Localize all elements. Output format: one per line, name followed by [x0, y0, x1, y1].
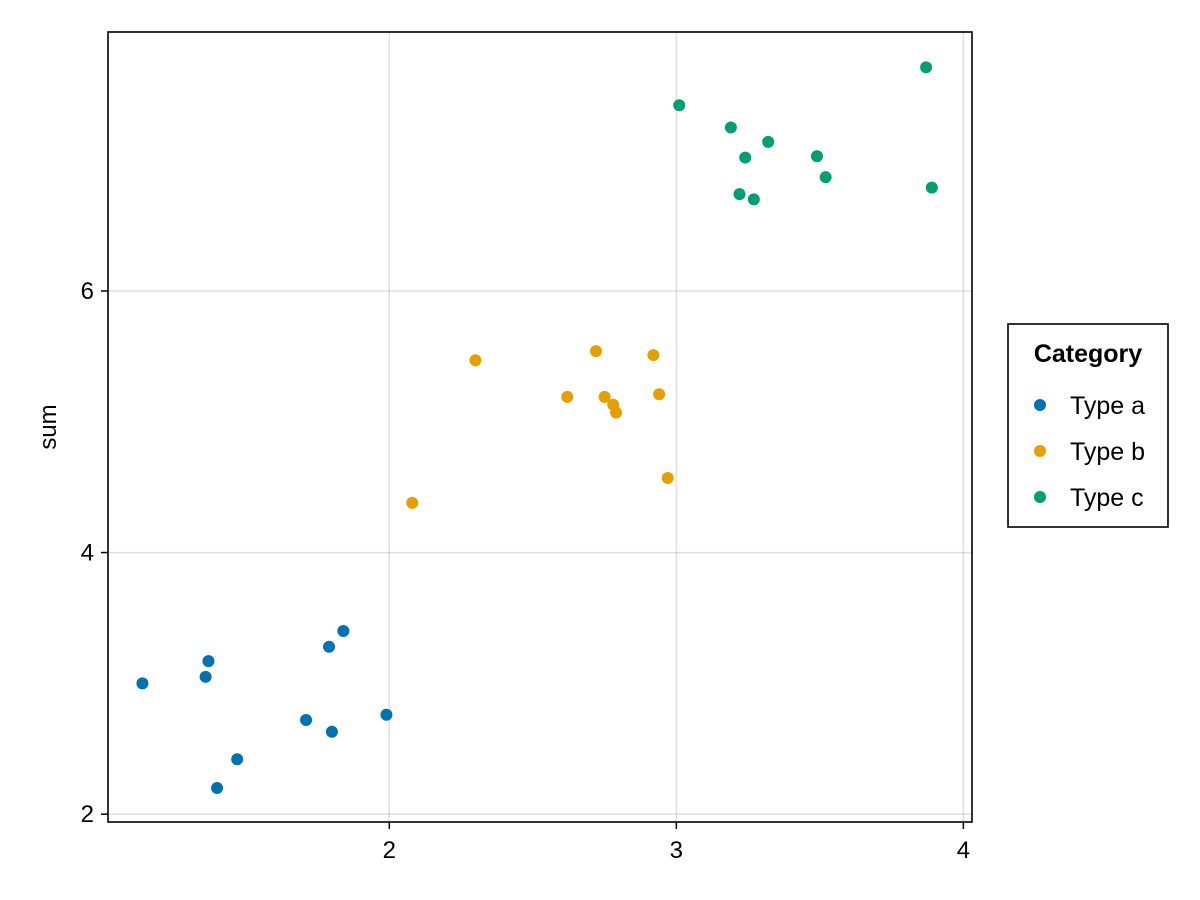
legend-label: Type a: [1070, 392, 1145, 420]
point-type-c: [673, 99, 686, 112]
point-type-b: [589, 345, 602, 358]
axis-ticks: 2 3 4 2 4 6: [81, 278, 970, 864]
legend-marker: [1034, 491, 1046, 503]
y-tick-label: 2: [81, 801, 94, 828]
point-type-a: [325, 725, 338, 738]
point-type-b: [469, 354, 482, 367]
y-tick-label: 6: [81, 278, 94, 305]
point-type-c: [925, 181, 938, 194]
x-tick-label: 2: [383, 837, 396, 864]
legend-box: [1007, 323, 1169, 528]
point-type-a: [199, 670, 212, 683]
plot-frame: [107, 31, 973, 823]
legend-marker: [1034, 399, 1046, 411]
legend-label: Type c: [1070, 484, 1144, 512]
point-type-a: [323, 640, 336, 653]
legend-title: Category: [1034, 340, 1142, 368]
legend-label: Type b: [1070, 438, 1145, 466]
y-axis-label: sum: [35, 404, 62, 449]
point-type-b: [653, 388, 666, 401]
x-tick-label: 3: [670, 837, 683, 864]
point-type-a: [337, 625, 350, 638]
point-type-c: [733, 188, 746, 201]
legend-items: Type a Type b Type c: [1034, 392, 1145, 512]
point-type-b: [610, 406, 623, 419]
point-type-b: [661, 472, 674, 485]
x-tick-label: 4: [957, 837, 970, 864]
point-type-c: [724, 121, 737, 134]
point-type-c: [920, 61, 933, 74]
data-points: [136, 61, 938, 794]
point-type-a: [380, 708, 393, 721]
point-type-c: [810, 150, 823, 163]
legend-marker: [1034, 445, 1046, 457]
point-type-c: [739, 151, 752, 164]
point-type-c: [762, 135, 775, 148]
point-type-b: [647, 349, 660, 362]
point-type-a: [300, 713, 313, 726]
point-type-b: [561, 390, 574, 403]
point-type-b: [598, 390, 611, 403]
point-type-b: [406, 496, 419, 509]
point-type-a: [231, 753, 244, 766]
point-type-a: [211, 781, 224, 794]
point-type-a: [136, 677, 149, 690]
legend: Category Type a Type b Type c: [1007, 323, 1169, 528]
y-tick-label: 4: [81, 540, 94, 567]
point-type-c: [819, 171, 832, 184]
grid-lines: [108, 32, 972, 822]
point-type-c: [747, 193, 760, 206]
point-type-a: [202, 655, 215, 668]
